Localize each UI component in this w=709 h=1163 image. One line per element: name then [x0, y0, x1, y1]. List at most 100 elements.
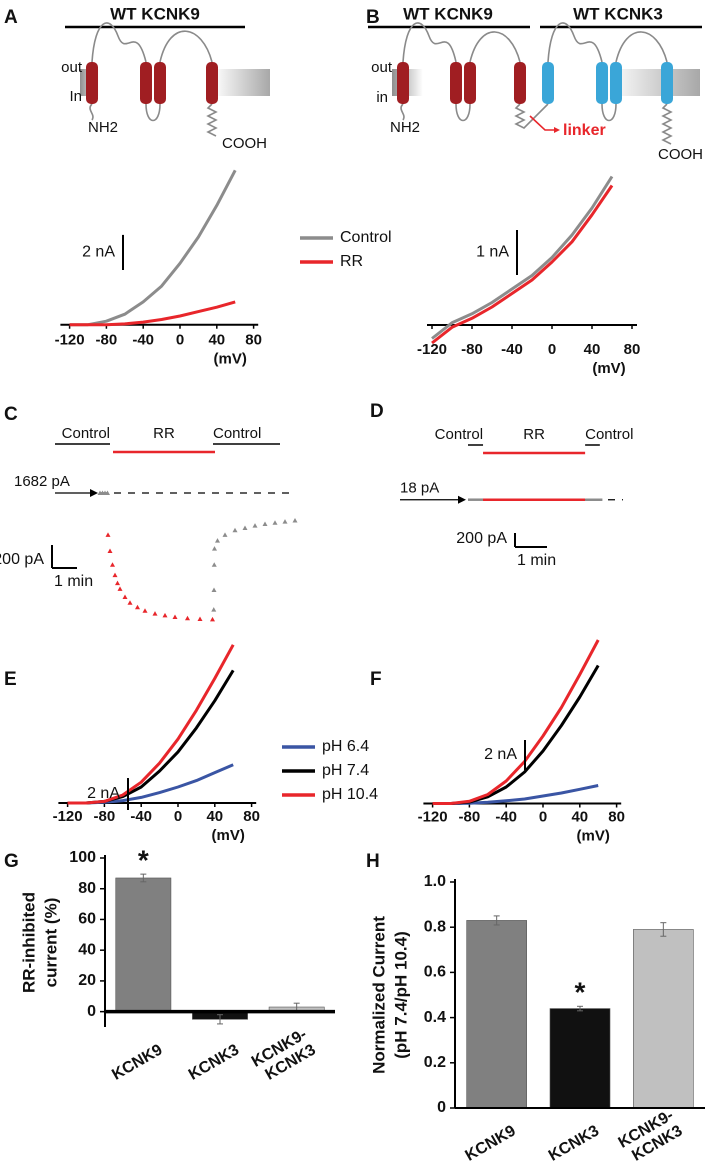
point	[110, 562, 115, 567]
legend-label: Control	[340, 229, 392, 246]
terminus-label: COOH	[658, 146, 703, 163]
point	[212, 546, 217, 551]
helix	[206, 62, 218, 104]
point	[222, 532, 228, 537]
scale-bar-label: 1 min	[517, 552, 556, 569]
legend-label: pH 6.4	[322, 738, 369, 755]
point	[262, 521, 268, 526]
x-tick-label: 0	[176, 332, 184, 349]
x-tick-label: -40	[501, 341, 523, 358]
panel-letter: H	[366, 851, 380, 872]
x-tick-label: KCNK3	[186, 1041, 242, 1083]
bar	[633, 929, 694, 1109]
helices	[397, 62, 526, 104]
side-label: in	[376, 89, 388, 106]
trace	[431, 184, 614, 345]
x-tick-label: -80	[459, 808, 481, 825]
baseline-label: 1682 pA	[14, 473, 70, 490]
y-tick-label: 100	[69, 849, 96, 866]
point	[210, 616, 215, 622]
panel-letter: A	[4, 7, 18, 28]
y-tick-label: 40	[78, 941, 96, 958]
baseline-arrowhead	[90, 489, 98, 498]
x-tick-label: -120	[417, 341, 447, 358]
point	[211, 607, 217, 612]
panel-letter: E	[4, 669, 17, 690]
c-tail	[661, 103, 673, 145]
x-tick-label: 80	[608, 808, 625, 825]
point	[272, 520, 278, 525]
point	[232, 527, 238, 533]
y-tick-label: 0.8	[424, 918, 446, 935]
point	[107, 548, 113, 553]
trace	[67, 644, 235, 805]
panel-letter: C	[4, 404, 18, 425]
point	[172, 614, 178, 620]
x-tick-label: 40	[571, 808, 588, 825]
scale-bar-label: 200 pA	[456, 530, 507, 547]
x-tick-label: -120	[53, 808, 83, 825]
y-tick-label: 20	[78, 972, 96, 989]
terminus-label: NH2	[88, 119, 118, 136]
trace-panel: -120 -80 -40 0 40 80 (mV) Control RR 2 nA	[55, 169, 392, 368]
x-tick-label: 80	[243, 808, 260, 825]
point	[122, 594, 128, 599]
point	[242, 525, 248, 530]
point	[105, 532, 111, 537]
point	[152, 611, 158, 616]
x-tick-label: -120	[418, 808, 448, 825]
scale-bar-label: 1 min	[54, 573, 93, 590]
point	[117, 586, 123, 591]
trace-panel: -120 -80 -40 0 40 80 (mV) 1 nA	[417, 175, 641, 377]
panel-letter: B	[366, 7, 380, 28]
x-tick-label: 40	[584, 341, 601, 358]
period-label: RR	[523, 426, 545, 443]
bar-panel: 0 20 40 60 80 100 RR-inhibited current (%) * KCNK…	[19, 845, 335, 1084]
legend-label: pH 7.4	[322, 762, 369, 779]
legend-label: pH 10.4	[322, 786, 378, 803]
point	[115, 580, 120, 586]
point	[211, 587, 217, 593]
trace	[432, 639, 600, 805]
helix	[542, 62, 554, 104]
loop	[615, 31, 668, 63]
y-axis-label: RR-inhibited	[19, 892, 38, 993]
baseline-arrowhead	[458, 495, 466, 504]
helices	[86, 62, 218, 104]
trace-panel: -120 -80 -40 0 40 80 (mV) pH 6.4 pH 7.4 pH 10.4 2 …	[53, 644, 378, 844]
y-axis-label: (pH 7.4/pH 10.4)	[391, 931, 410, 1059]
panel-letters: A B C D E F G H	[4, 7, 384, 872]
x-tick-label: -80	[94, 808, 116, 825]
x-tick-label: KCNK9	[109, 1041, 165, 1083]
linker-arrowhead	[554, 127, 560, 133]
helix	[140, 62, 152, 104]
x-tick-label: 0	[548, 341, 556, 358]
construct-title: WT KCNK9	[110, 4, 200, 23]
loop	[601, 103, 617, 122]
bar	[466, 920, 527, 1109]
y-tick-label: 1.0	[424, 873, 446, 890]
topology-b: WT KCNK9 WT KCNK3 out in NH2 linke	[368, 4, 703, 163]
point	[112, 572, 118, 578]
y-tick-label: 80	[78, 880, 96, 897]
point	[185, 615, 190, 621]
helix	[610, 62, 622, 104]
x-tick-label: -120	[55, 332, 85, 349]
x-tick-label: -80	[96, 332, 118, 349]
y-tick-label: 0.2	[424, 1054, 446, 1071]
x-tick-label: -40	[495, 808, 517, 825]
loop	[145, 103, 161, 122]
helix	[596, 62, 608, 104]
x-tick-label: 0	[539, 808, 547, 825]
point	[162, 612, 168, 618]
loop	[402, 22, 457, 63]
x-tick-label: 80	[624, 341, 641, 358]
n-tail	[400, 103, 405, 121]
topology-a: WT KCNK9 out In NH2 COOH	[61, 4, 270, 152]
bar	[549, 1008, 611, 1109]
x-tick-label: KCNK9	[463, 1122, 519, 1163]
period-label: RR	[153, 425, 175, 442]
point	[197, 616, 203, 622]
legend-label: RR	[340, 253, 363, 270]
